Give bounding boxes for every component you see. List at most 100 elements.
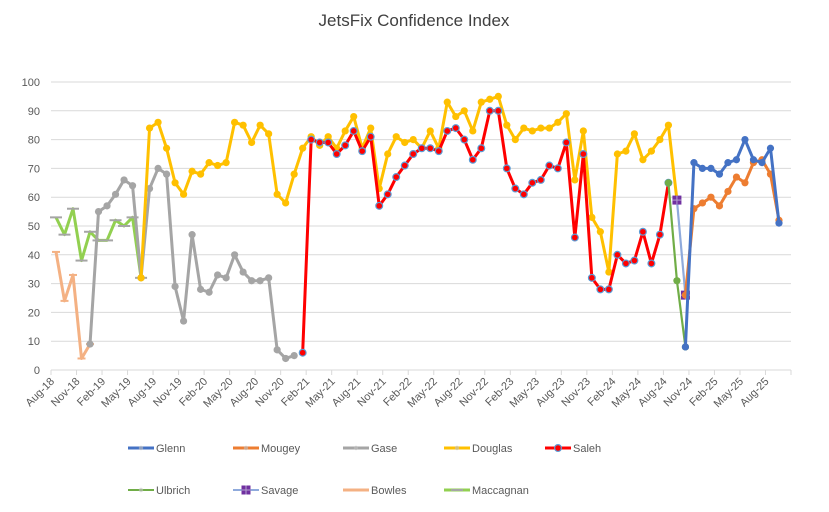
y-tick-label: 90 xyxy=(28,106,40,118)
data-point xyxy=(588,213,596,221)
data-point xyxy=(775,219,783,227)
legend-item-saleh: Saleh xyxy=(545,443,601,455)
legend-marker xyxy=(138,445,144,451)
data-point xyxy=(622,147,630,155)
legend-label: Mougey xyxy=(261,443,301,455)
data-point xyxy=(426,127,434,135)
data-point xyxy=(239,268,247,276)
data-point xyxy=(443,126,452,135)
legend-marker xyxy=(138,487,144,493)
x-axis: Aug-18Nov-18Feb-19May-19Aug-19Nov-19Feb-… xyxy=(24,369,792,410)
data-point xyxy=(604,285,613,294)
data-point xyxy=(282,354,290,363)
data-point xyxy=(383,190,392,199)
data-point xyxy=(502,164,511,173)
series-line xyxy=(683,158,781,296)
series-gase xyxy=(86,164,298,363)
data-point xyxy=(655,230,664,239)
data-point xyxy=(562,138,571,147)
data-point xyxy=(639,156,647,164)
data-point xyxy=(732,173,741,181)
series-mougey xyxy=(681,156,783,299)
data-point xyxy=(111,190,120,198)
data-point xyxy=(452,112,460,121)
data-point xyxy=(128,182,137,190)
legend-label: Saleh xyxy=(573,443,601,455)
data-point xyxy=(766,144,775,152)
y-tick-label: 60 xyxy=(28,192,40,204)
data-point xyxy=(681,343,690,351)
data-point xyxy=(256,277,264,285)
data-point xyxy=(443,98,451,106)
data-point xyxy=(239,121,247,129)
data-point xyxy=(375,201,384,210)
y-tick-label: 20 xyxy=(28,307,40,319)
series-bowles xyxy=(52,250,95,360)
series-line xyxy=(675,199,687,296)
data-point xyxy=(596,228,604,236)
data-point xyxy=(638,227,647,236)
data-point xyxy=(350,112,358,121)
legend-label: Gase xyxy=(371,443,397,455)
series-glenn xyxy=(681,136,783,351)
data-point xyxy=(290,170,298,178)
data-point xyxy=(256,121,264,129)
series-layer xyxy=(50,92,783,363)
y-tick-label: 0 xyxy=(34,365,40,377)
data-point xyxy=(222,159,230,167)
data-point xyxy=(384,150,392,158)
data-point xyxy=(707,164,715,172)
data-point xyxy=(707,193,715,201)
data-point xyxy=(571,176,579,184)
data-point xyxy=(273,190,281,198)
legend-label: Ulbrich xyxy=(156,485,190,497)
data-point xyxy=(409,150,418,159)
data-point xyxy=(485,106,494,115)
data-point xyxy=(290,352,298,360)
legend-marker xyxy=(454,445,460,451)
data-point xyxy=(664,121,673,129)
data-point xyxy=(630,130,638,138)
y-tick-label: 50 xyxy=(28,221,40,233)
data-point xyxy=(196,285,205,293)
data-point xyxy=(392,173,401,182)
data-point xyxy=(477,98,485,106)
data-point xyxy=(715,170,724,178)
data-point xyxy=(519,190,528,199)
data-point xyxy=(401,138,409,147)
data-point xyxy=(341,127,349,135)
data-point xyxy=(553,164,562,173)
data-point xyxy=(299,144,307,152)
data-point xyxy=(273,346,281,354)
data-point xyxy=(248,277,256,285)
series-saleh xyxy=(298,106,673,357)
data-point xyxy=(298,348,307,357)
data-point xyxy=(341,141,350,150)
data-point xyxy=(282,199,290,207)
data-point xyxy=(724,159,732,167)
data-point xyxy=(553,444,562,453)
data-point xyxy=(145,184,154,193)
data-point xyxy=(214,161,222,170)
legend-item-savage: Savage xyxy=(233,485,298,497)
data-point xyxy=(503,121,511,129)
data-point xyxy=(307,135,316,144)
data-point xyxy=(231,251,239,259)
y-tick-label: 10 xyxy=(28,336,40,348)
legend-label: Glenn xyxy=(156,443,185,455)
data-point xyxy=(265,274,273,282)
data-point xyxy=(145,124,154,132)
data-point xyxy=(537,124,545,132)
legend-marker xyxy=(243,445,249,451)
data-point xyxy=(486,95,494,103)
series-douglas xyxy=(137,92,681,282)
data-point xyxy=(579,150,588,159)
data-point xyxy=(451,124,460,133)
data-point xyxy=(179,190,188,198)
data-point xyxy=(477,144,486,153)
y-axis: 0 10 20 30 40 50 60 70 80 90 100 xyxy=(22,77,40,377)
series-maccagnan xyxy=(50,207,148,279)
series-line xyxy=(683,138,781,348)
data-point xyxy=(715,202,724,210)
